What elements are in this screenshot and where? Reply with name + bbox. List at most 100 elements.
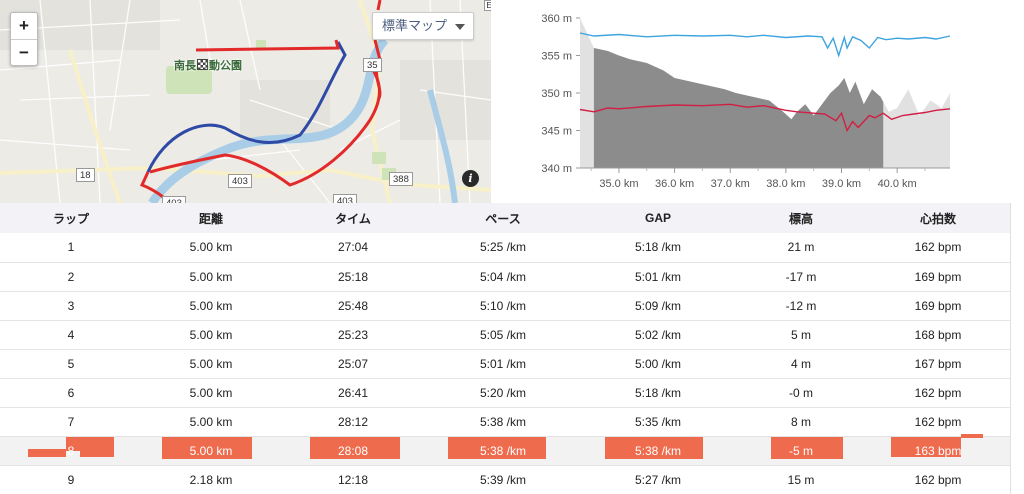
cell-distance: 5.00 km — [142, 407, 280, 437]
cell-pace: 5:04 /km — [426, 262, 580, 292]
cell-elevation: 5 m — [736, 320, 866, 350]
cell-elevation: 21 m — [736, 233, 866, 263]
highlight-bar — [27, 448, 66, 457]
map-type-dropdown[interactable]: 標準マップ — [372, 12, 475, 40]
cell-elevation: 8 m — [736, 407, 866, 437]
highlight-bar — [309, 436, 400, 459]
cell-gap: 5:27 /km — [580, 465, 736, 494]
highlighted-value: -5 m — [789, 443, 813, 458]
cell-time: 25:23 — [280, 320, 426, 350]
cell-heart-rate: 162 bpm — [866, 233, 1010, 263]
table-row[interactable]: 3 5.00 km 25:48 5:10 /km 5:09 /km -12 m 169 bp… — [0, 291, 1010, 321]
cell-gap: 5:18 /km — [580, 378, 736, 408]
col-header-gap[interactable]: GAP — [580, 203, 736, 233]
table-row[interactable]: 7 5.00 km 28:12 5:38 /km 5:35 /km 8 m 162 bpm — [0, 407, 1010, 437]
caret-down-icon — [455, 24, 466, 30]
cell-gap: 5:09 /km — [580, 291, 736, 321]
table-header-row: ラップ 距離 タイム ペース GAP 標高 心拍数 — [0, 203, 1010, 233]
cell-lap: 3 — [0, 291, 142, 321]
laps-table: ラップ 距離 タイム ペース GAP 標高 心拍数 1 5.00 km 27:04 5… — [0, 203, 1010, 494]
y-tick-label: 360 m — [541, 13, 572, 25]
park-name-prefix: 南長 — [174, 60, 196, 72]
cell-distance: 5.00 km — [142, 378, 280, 408]
y-tick-label: 340 m — [541, 163, 572, 175]
col-header-distance[interactable]: 距離 — [142, 203, 280, 233]
col-header-heart-rate[interactable]: 心拍数 — [866, 203, 1010, 233]
cell-lap: 7 — [0, 407, 142, 437]
road-tag: 403 — [333, 194, 357, 203]
cell-gap: 5:02 /km — [580, 320, 736, 350]
table-row[interactable]: 9 2.18 km 12:18 5:39 /km 5:27 /km 15 m 162 bpm — [0, 465, 1010, 494]
highlight-bar — [161, 436, 252, 459]
cell-pace: 5:05 /km — [426, 320, 580, 350]
cell-distance: 5.00 km — [142, 320, 280, 350]
cell-pace: 5:38 /km — [426, 407, 580, 437]
x-tick-label: 38.0 km — [766, 178, 805, 190]
highlighted-value: 5:38 /km — [479, 443, 527, 458]
cell-elevation: 15 m — [736, 465, 866, 494]
x-tick-label: 39.0 km — [822, 178, 861, 190]
highlight-bar — [771, 436, 843, 459]
cell-time: 25:48 — [280, 291, 426, 321]
cell-time: 25:18 — [280, 262, 426, 292]
cell-lap: 9 — [0, 465, 142, 494]
highlighted-value: 163 bpm — [914, 443, 962, 458]
cell-lap: 2 — [0, 262, 142, 292]
highlighted-value: 5.00 km — [189, 443, 233, 458]
road-tag: E — [484, 0, 491, 11]
table-row[interactable]: 8 5.00 km 28:08 5:38 /km 5:38 /km -5 m 163 bpm — [0, 433, 1010, 466]
cell-heart-rate: 163 bpm — [866, 433, 1010, 466]
cell-pace: 5:01 /km — [426, 349, 580, 379]
elevation-area-highlight — [593, 48, 884, 168]
road-tag: 403 — [162, 196, 186, 203]
zoom-in-button[interactable]: + — [19, 16, 29, 35]
cell-heart-rate: 162 bpm — [866, 465, 1010, 494]
cell-gap: 5:01 /km — [580, 262, 736, 292]
cell-heart-rate: 168 bpm — [866, 320, 1010, 350]
elevation-chart[interactable]: 340 m 345 m 350 m 355 m 360 m 35.0 km 36.0 km 3… — [524, 8, 958, 202]
table-row[interactable]: 5 5.00 km 25:07 5:01 /km 5:00 /km 4 m 167 bpm — [0, 349, 1010, 379]
map-canvas — [0, 0, 491, 203]
cell-gap: 5:35 /km — [580, 407, 736, 437]
cell-distance: 5.00 km — [142, 233, 280, 263]
col-header-lap[interactable]: ラップ — [0, 203, 142, 233]
x-tick-label: 40.0 km — [878, 178, 917, 190]
cell-pace: 5:39 /km — [426, 465, 580, 494]
cell-time: 28:08 — [280, 436, 426, 466]
y-tick-label: 355 m — [541, 51, 572, 63]
road-tag: 388 — [389, 172, 413, 186]
park-label: 南長 動公園 — [174, 57, 242, 73]
cell-elevation: 4 m — [736, 349, 866, 379]
zoom-out-button[interactable]: − — [11, 39, 37, 65]
series-line-2 — [579, 103, 951, 133]
cell-pace: 5:20 /km — [426, 378, 580, 408]
table-row[interactable]: 6 5.00 km 26:41 5:20 /km 5:18 /km -0 m 162 bpm — [0, 378, 1010, 408]
highlight-bar — [604, 436, 703, 459]
table-row[interactable]: 1 5.00 km 27:04 5:25 /km 5:18 /km 21 m 162 bpm — [0, 233, 1010, 263]
col-header-time[interactable]: タイム — [280, 203, 426, 233]
cell-gap: 5:38 /km — [580, 436, 736, 466]
right-border — [1010, 203, 1011, 494]
table-row[interactable]: 2 5.00 km 25:18 5:04 /km 5:01 /km -17 m 169 bp… — [0, 262, 1010, 292]
highlight-bar — [65, 436, 80, 451]
cell-heart-rate: 169 bpm — [866, 291, 1010, 321]
cell-heart-rate: 162 bpm — [866, 378, 1010, 408]
cell-distance: 5.00 km — [142, 291, 280, 321]
road-tag: 18 — [76, 168, 95, 182]
cell-elevation: -17 m — [736, 262, 866, 292]
x-tick-label: 36.0 km — [655, 178, 694, 190]
highlight-bar — [960, 433, 983, 438]
zoom-control: + − — [10, 12, 38, 66]
highlight-bar — [447, 436, 546, 459]
cell-distance: 5.00 km — [142, 349, 280, 379]
cell-lap: 1 — [0, 233, 142, 263]
cell-gap: 5:18 /km — [580, 233, 736, 263]
table-row[interactable]: 4 5.00 km 25:23 5:05 /km 5:02 /km 5 m 168 bpm — [0, 320, 1010, 350]
cell-lap: 8 — [0, 436, 142, 466]
cell-pace: 5:25 /km — [426, 233, 580, 263]
col-header-pace[interactable]: ペース — [426, 203, 580, 233]
col-header-elevation[interactable]: 標高 — [736, 203, 866, 233]
info-icon[interactable]: i — [462, 170, 479, 187]
cell-distance: 2.18 km — [142, 465, 280, 494]
